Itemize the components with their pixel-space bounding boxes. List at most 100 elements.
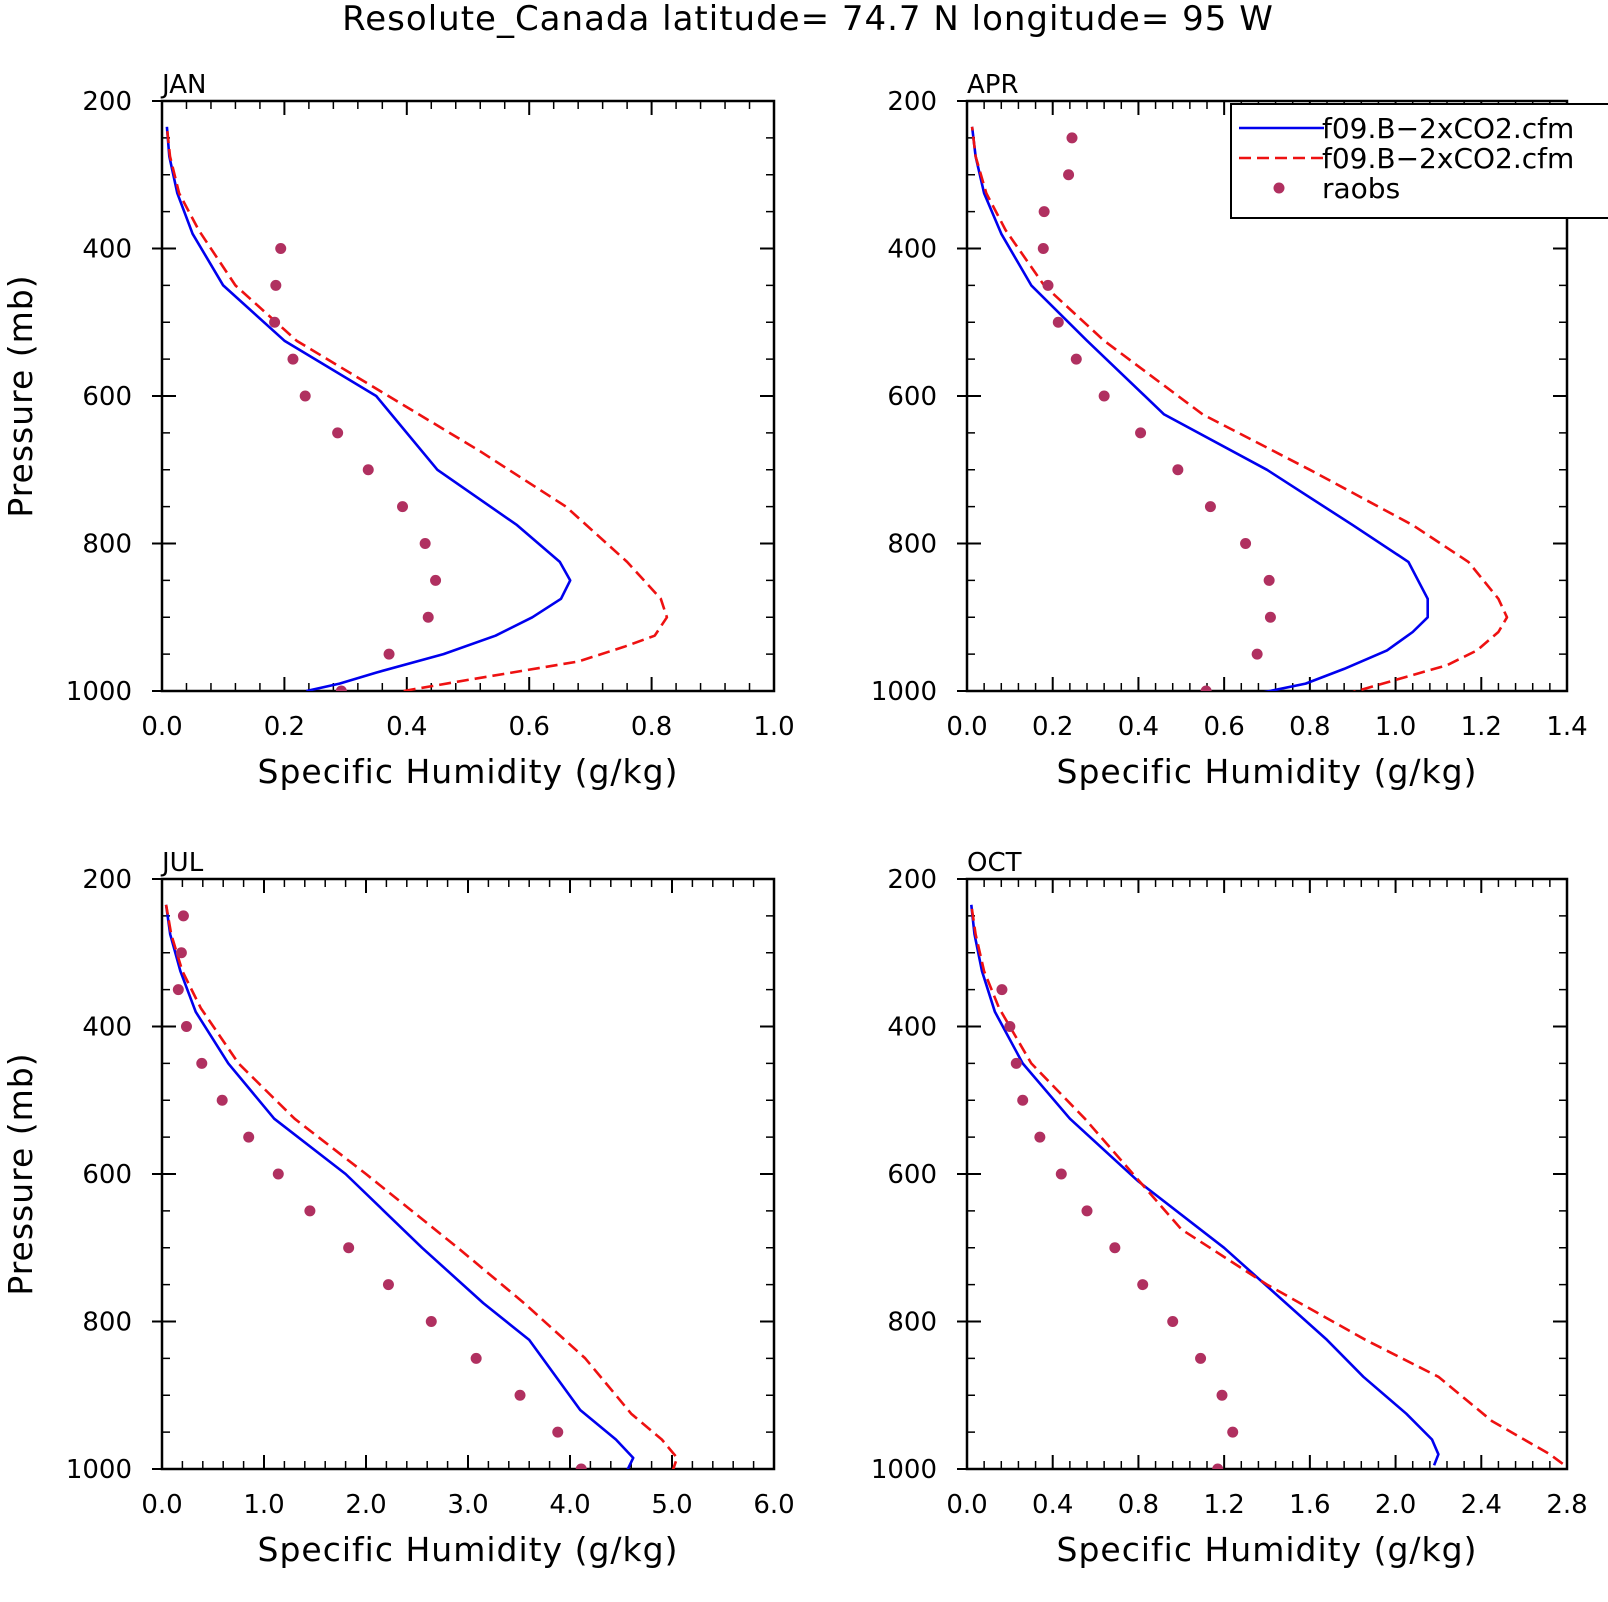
x-tick-label: 0.0 bbox=[946, 1490, 987, 1520]
raobs-point bbox=[1264, 611, 1276, 623]
raobs-point bbox=[1010, 1057, 1022, 1069]
raobs-point bbox=[1135, 427, 1147, 439]
figure-title: Resolute_Canada latitude= 74.7 N longitu… bbox=[342, 0, 1274, 39]
y-tick-label: 600 bbox=[82, 382, 132, 412]
y-tick-label: 1000 bbox=[66, 1455, 132, 1485]
y-tick-label: 400 bbox=[887, 1013, 937, 1043]
panel-apr: APR 0.0 0.2 0.4 0.6 0.8 1.0 1.2 1.4 200 400 600 800 1… bbox=[871, 70, 1588, 791]
raobs-point bbox=[1004, 1021, 1016, 1032]
raobs-point bbox=[1070, 353, 1082, 365]
panel-label: JAN bbox=[160, 70, 206, 100]
raobs-point bbox=[575, 1463, 587, 1469]
x-tick-label: 0.8 bbox=[1118, 1490, 1159, 1520]
raobs-point bbox=[470, 1352, 482, 1364]
raobs-point bbox=[1052, 316, 1064, 328]
x-tick-label: 0.6 bbox=[1203, 712, 1244, 742]
raobs-point bbox=[272, 1168, 284, 1180]
raobs-point bbox=[180, 1021, 192, 1032]
y-axis-label: Pressure (mb) bbox=[1, 1052, 40, 1295]
raobs-point bbox=[514, 1389, 526, 1401]
plot-frame bbox=[160, 877, 776, 1471]
raobs-point bbox=[1204, 501, 1216, 513]
series-group bbox=[164, 904, 679, 1469]
raobs-point bbox=[196, 1057, 208, 1069]
panel-oct: OCT 0.0 0.4 0.8 1.2 1.6 2.0 2.4 2.8 200 400 600 800 1… bbox=[871, 848, 1588, 1569]
y-tick-label: 800 bbox=[887, 1308, 937, 1338]
raobs-point bbox=[335, 685, 347, 691]
x-tick-label: 0.4 bbox=[1032, 1490, 1073, 1520]
y-tick-label: 200 bbox=[887, 865, 937, 895]
x-tick-label: 0.8 bbox=[1289, 712, 1330, 742]
raobs-point bbox=[304, 1205, 316, 1217]
raobs-point bbox=[175, 947, 187, 959]
raobs-point bbox=[422, 611, 434, 623]
series-solid-line bbox=[970, 126, 1429, 691]
x-tick-label: 1.6 bbox=[1289, 1490, 1330, 1520]
raobs-point bbox=[1240, 538, 1252, 549]
plot-frame bbox=[160, 99, 776, 693]
x-tick-label: 4.0 bbox=[549, 1490, 590, 1520]
raobs-point bbox=[1251, 648, 1263, 660]
panel-jan: JAN 0.0 0.2 0.4 0.6 0.8 1.0 200 400 600 800 1000 Spe… bbox=[1, 70, 795, 791]
x-tick-label: 2.0 bbox=[1375, 1490, 1416, 1520]
legend-marker bbox=[1273, 182, 1285, 194]
y-tick-label: 1000 bbox=[871, 1455, 937, 1485]
raobs-point bbox=[332, 427, 344, 439]
raobs-point bbox=[243, 1131, 255, 1143]
legend-box bbox=[1230, 103, 1608, 219]
x-tick-label: 0.8 bbox=[631, 712, 672, 742]
y-tick-label: 600 bbox=[887, 382, 937, 412]
raobs-point bbox=[1017, 1094, 1029, 1106]
raobs-point bbox=[430, 574, 442, 586]
y-tick-label: 400 bbox=[82, 1013, 132, 1043]
x-tick-label: 0.4 bbox=[386, 712, 427, 742]
series-group bbox=[970, 904, 1564, 1469]
x-tick-label: 1.0 bbox=[1375, 712, 1416, 742]
y-tick-label: 600 bbox=[82, 1160, 132, 1190]
raobs-point bbox=[1098, 390, 1110, 402]
raobs-point bbox=[177, 910, 189, 922]
raobs-point bbox=[362, 464, 374, 476]
panel-label: JUL bbox=[160, 848, 204, 878]
x-tick-label: 0.0 bbox=[141, 712, 182, 742]
raobs-point bbox=[270, 279, 282, 291]
y-tick-label: 200 bbox=[887, 87, 937, 117]
x-tick-label: 0.2 bbox=[1032, 712, 1073, 742]
x-tick-label: 3.0 bbox=[447, 1490, 488, 1520]
x-tick-label: 1.2 bbox=[1203, 1490, 1244, 1520]
y-tick-label: 800 bbox=[82, 530, 132, 560]
x-tick-label: 2.0 bbox=[345, 1490, 386, 1520]
raobs-point bbox=[1109, 1242, 1121, 1254]
legend-label: f09.B−2xCO2.cfm bbox=[1322, 112, 1574, 145]
y-tick-label: 200 bbox=[82, 87, 132, 117]
series-solid-line bbox=[165, 126, 572, 691]
raobs-point bbox=[1038, 206, 1050, 218]
raobs-point bbox=[1195, 1352, 1207, 1364]
raobs-point bbox=[1212, 1463, 1224, 1469]
y-tick-label: 200 bbox=[82, 865, 132, 895]
raobs-point bbox=[216, 1094, 228, 1106]
raobs-point bbox=[1081, 1205, 1093, 1217]
raobs-point bbox=[383, 648, 395, 660]
raobs-point bbox=[287, 353, 299, 365]
x-tick-label: 0.0 bbox=[946, 712, 987, 742]
x-tick-label: 2.4 bbox=[1461, 1490, 1502, 1520]
legend-label: f09.B−2xCO2.cfm bbox=[1322, 142, 1574, 175]
panels: JAN 0.0 0.2 0.4 0.6 0.8 1.0 200 400 600 800 1000 Spe… bbox=[1, 70, 1588, 1569]
x-tick-label: 0.6 bbox=[509, 712, 550, 742]
series-solid-line bbox=[164, 904, 635, 1469]
raobs-point bbox=[172, 984, 184, 996]
legend-label: raobs bbox=[1322, 172, 1400, 205]
x-tick-label: 6.0 bbox=[753, 1490, 794, 1520]
x-tick-label: 1.4 bbox=[1546, 712, 1587, 742]
x-tick-label: 5.0 bbox=[651, 1490, 692, 1520]
x-axis-label: Specific Humidity (g/kg) bbox=[258, 1530, 679, 1569]
y-tick-label: 600 bbox=[887, 1160, 937, 1190]
raobs-point bbox=[1137, 1279, 1149, 1291]
y-tick-label: 800 bbox=[82, 1308, 132, 1338]
raobs-point bbox=[1200, 685, 1212, 691]
x-tick-label: 0.2 bbox=[264, 712, 305, 742]
y-tick-label: 800 bbox=[887, 530, 937, 560]
series-dashed-line bbox=[165, 126, 669, 691]
